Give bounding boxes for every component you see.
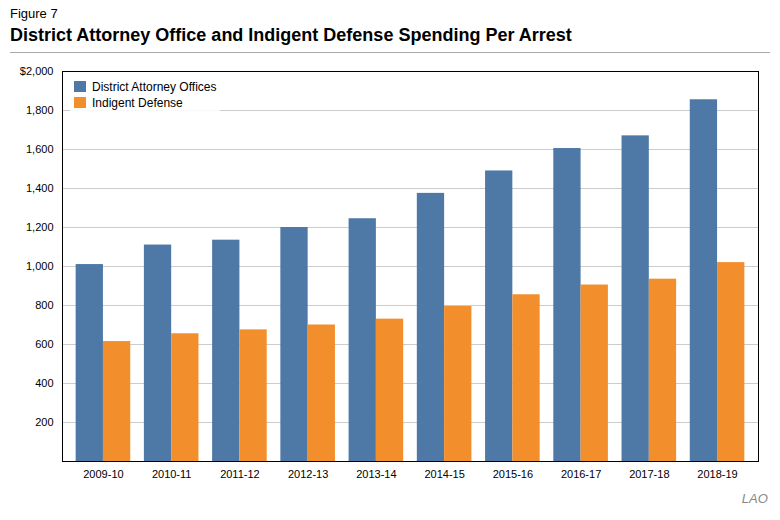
svg-text:1,400: 1,400 xyxy=(26,182,54,194)
html-text:District Attorney Office and I: District Attorney Office and Indigent De… xyxy=(10,25,572,45)
svg-text:200: 200 xyxy=(35,416,53,428)
svg-text:1,600: 1,600 xyxy=(26,143,54,155)
html-text:Figure 7: Figure 7 xyxy=(10,6,58,21)
html-text:District Attorney Offices: District Attorney Offices xyxy=(92,80,217,94)
svg-text:2009-10: 2009-10 xyxy=(83,468,123,480)
svg-text:2013-14: 2013-14 xyxy=(356,468,396,480)
html-text:LAO: LAO xyxy=(741,491,770,506)
svg-text:$2,000: $2,000 xyxy=(20,65,54,77)
svg-text:2018-19: 2018-19 xyxy=(697,468,737,480)
svg-text:400: 400 xyxy=(35,377,53,389)
svg-text:800: 800 xyxy=(35,299,53,311)
svg-text:2011-12: 2011-12 xyxy=(220,468,260,480)
svg-text:1,000: 1,000 xyxy=(26,260,54,272)
html-text:Indigent Defense: Indigent Defense xyxy=(92,96,183,110)
svg-text:600: 600 xyxy=(35,338,53,350)
svg-text:2017-18: 2017-18 xyxy=(629,468,669,480)
svg-text:2016-17: 2016-17 xyxy=(561,468,601,480)
svg-text:1,200: 1,200 xyxy=(26,221,54,233)
svg-text:2015-16: 2015-16 xyxy=(493,468,533,480)
svg-text:2012-13: 2012-13 xyxy=(288,468,328,480)
svg-text:2010-11: 2010-11 xyxy=(152,468,192,480)
svg-text:2014-15: 2014-15 xyxy=(424,468,464,480)
svg-text:1,800: 1,800 xyxy=(26,104,54,116)
